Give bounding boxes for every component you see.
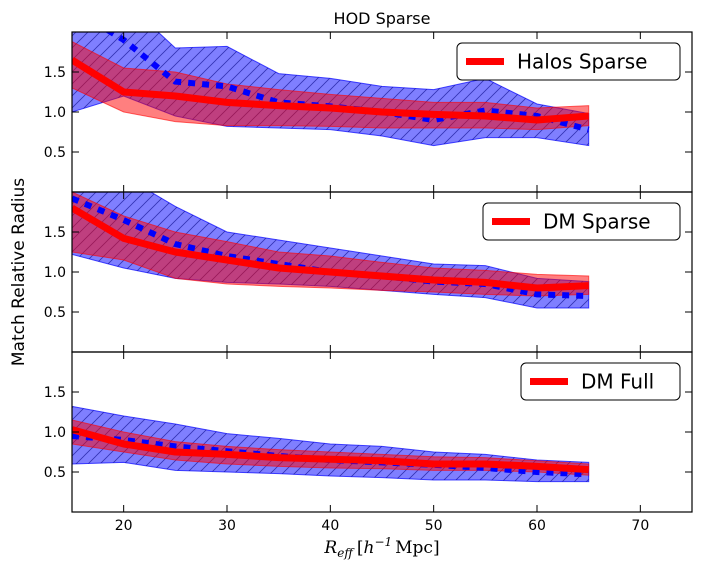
x-tick-label: 20: [115, 518, 133, 534]
x-label-h: h: [363, 538, 374, 558]
red-band: [72, 192, 590, 297]
x-axis-label: Reff [h−1 Mpc]: [323, 535, 439, 560]
y-tick-label: 1.0: [44, 425, 66, 441]
y-tick-label: 1.0: [44, 105, 66, 121]
legend-3: DM Full: [520, 362, 681, 401]
panel-3-plot-area: [72, 405, 590, 483]
panel-2: 0.5 1.0 1.5 DM Sparse: [44, 191, 693, 353]
chart-title: HOD Sparse: [334, 9, 431, 28]
red-mean-line: [72, 57, 589, 124]
x-label-exp: −1: [374, 535, 392, 549]
blue-mean-line: [72, 433, 589, 478]
x-tick-label: 70: [631, 518, 649, 534]
legend-box: [482, 202, 681, 241]
y-tick-label: 0.5: [44, 305, 66, 321]
panel-2-plot-area: [72, 192, 590, 309]
y-tick-label: 1.5: [44, 65, 66, 81]
y-tick-label: 1.5: [44, 385, 66, 401]
red-band: [72, 41, 590, 131]
legend-label: Halos Sparse: [517, 50, 647, 74]
y-axis-label: Match Relative Radius: [9, 178, 29, 366]
y-tick-label: 0.5: [44, 465, 66, 481]
y-tick-label: 0.5: [44, 145, 66, 161]
x-label-eff: eff: [337, 546, 355, 560]
x-label-close: ]: [433, 538, 440, 558]
legend-1: Halos Sparse: [456, 42, 681, 81]
legend-label: DM Sparse: [543, 210, 651, 234]
x-tick-label: 50: [425, 518, 443, 534]
legend-2: DM Sparse: [482, 202, 681, 241]
panel-1: 0.5 1.0 1.5 Halos Sparse: [44, 31, 693, 193]
x-tick-label: 60: [528, 518, 546, 534]
legend-label: DM Full: [581, 370, 654, 394]
legend-box: [520, 362, 681, 401]
y-tick-label: 1.5: [44, 225, 66, 241]
x-tick-label: 30: [218, 518, 236, 534]
panels-layer: 0.5 1.0 1.5 Halos Sparse 0.5 1.0 1.5 DM Sparse 2…: [44, 31, 693, 534]
red-mean-line: [72, 204, 589, 292]
x-label-r: R: [323, 538, 337, 558]
panel-3: 20 30 40 50 60 70 0.5 1.0 1.5 DM Full: [44, 351, 693, 534]
y-tick-label: 1.0: [44, 265, 66, 281]
x-tick-label: 40: [321, 518, 339, 534]
panel-1-plot-area: [72, 32, 590, 147]
red-mean-line: [72, 426, 589, 474]
legend-box: [456, 42, 681, 81]
x-label-open: [: [357, 538, 364, 558]
x-label-unit: Mpc: [395, 538, 433, 558]
